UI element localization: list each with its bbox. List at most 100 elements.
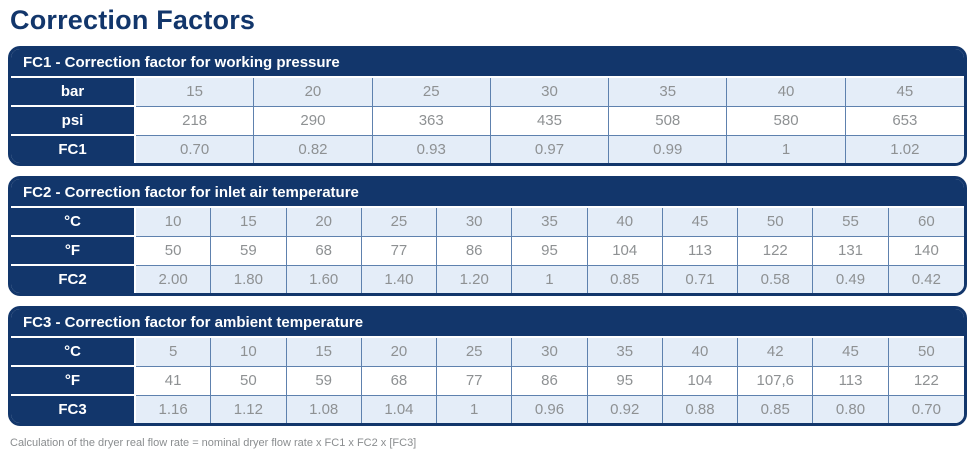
row-label: °C — [11, 337, 136, 367]
row-label: °F — [11, 236, 136, 266]
value-cell: 45 — [662, 207, 739, 237]
value-cell: 1.20 — [437, 265, 513, 293]
row-label: psi — [11, 106, 136, 136]
value-cell: 0.93 — [372, 135, 491, 163]
value-cell: 2.00 — [136, 265, 212, 293]
value-cell: 50 — [211, 366, 287, 396]
value-cell: 20 — [254, 77, 373, 107]
page-title: Correction Factors — [10, 5, 256, 35]
table-row: FC3 1.16 1.12 1.08 1.04 1 0.96 0.92 0.88 0.85 0.80… — [11, 395, 964, 423]
value-cell: 122 — [888, 366, 964, 396]
value-cell: 1 — [512, 265, 588, 293]
value-cell: 1 — [727, 135, 846, 163]
value-cell: 1.80 — [211, 265, 287, 293]
value-cell: 77 — [437, 366, 513, 396]
value-cell: 10 — [136, 207, 212, 237]
value-cell: 0.70 — [136, 135, 255, 163]
row-label: FC3 — [11, 395, 136, 423]
table-title: FC2 - Correction factor for inlet air te… — [11, 178, 964, 208]
value-cell: 77 — [361, 236, 438, 266]
value-cell: 35 — [587, 337, 663, 367]
value-cell: 45 — [845, 77, 964, 107]
value-cell: 50 — [738, 207, 814, 237]
value-cell: 290 — [254, 106, 373, 136]
value-cell: 15 — [136, 77, 255, 107]
value-cell: 653 — [845, 106, 964, 136]
value-cell: 122 — [738, 236, 814, 266]
fc2-inlet-air-temperature-table: FC2 - Correction factor for inlet air te… — [8, 175, 967, 296]
value-cell: 25 — [372, 77, 491, 107]
value-cell: 107,6 — [738, 366, 814, 396]
value-cell: 41 — [136, 366, 212, 396]
value-cell: 20 — [361, 337, 438, 367]
value-cell: 1.02 — [845, 135, 964, 163]
value-cell: 59 — [211, 236, 287, 266]
value-cell: 0.42 — [888, 265, 964, 293]
value-cell: 20 — [286, 207, 362, 237]
value-cell: 68 — [361, 366, 438, 396]
value-cell: 0.85 — [738, 395, 814, 423]
value-cell: 104 — [587, 236, 663, 266]
value-cell: 0.58 — [738, 265, 814, 293]
value-cell: 1.16 — [136, 395, 212, 423]
value-cell: 113 — [813, 366, 889, 396]
table-row: FC2 2.00 1.80 1.60 1.40 1.20 1 0.85 0.71 0.58 0.49… — [11, 265, 964, 293]
table-row: bar 15 20 25 30 35 40 45 — [11, 77, 964, 107]
correction-table-grid: bar 15 20 25 30 35 40 45 psi 218 290 363 435 508 580 65… — [11, 77, 964, 163]
value-cell: 45 — [813, 337, 889, 367]
value-cell: 50 — [888, 337, 964, 367]
correction-table-grid: °C 5 10 15 20 25 30 35 40 42 45 50 °F 41 50 59 68 77 86 95 1… — [11, 337, 964, 423]
value-cell: 15 — [286, 337, 362, 367]
table-row: °C 5 10 15 20 25 30 35 40 42 45 50 — [11, 337, 964, 367]
footer-note: Calculation of the dryer real flow rate … — [10, 436, 417, 449]
value-cell: 86 — [437, 236, 513, 266]
value-cell: 0.49 — [813, 265, 889, 293]
table-row: °F 50 59 68 77 86 95 104 113 122 131 140 — [11, 236, 964, 266]
row-label: FC2 — [11, 265, 136, 293]
value-cell: 0.71 — [662, 265, 739, 293]
value-cell: 35 — [512, 207, 588, 237]
value-cell: 0.80 — [813, 395, 889, 423]
table-row: FC1 0.70 0.82 0.93 0.97 0.99 1 1.02 — [11, 135, 964, 163]
table-row: °C 10 15 20 25 30 35 40 45 50 55 60 — [11, 207, 964, 237]
value-cell: 0.82 — [254, 135, 373, 163]
value-cell: 5 — [136, 337, 212, 367]
value-cell: 1.04 — [361, 395, 438, 423]
row-label: °C — [11, 207, 136, 237]
value-cell: 1 — [437, 395, 513, 423]
table-row: °F 41 50 59 68 77 86 95 104 107,6 113 122 — [11, 366, 964, 396]
value-cell: 40 — [662, 337, 739, 367]
value-cell: 10 — [211, 337, 287, 367]
value-cell: 86 — [512, 366, 588, 396]
value-cell: 508 — [609, 106, 728, 136]
value-cell: 95 — [512, 236, 588, 266]
value-cell: 104 — [662, 366, 739, 396]
value-cell: 435 — [490, 106, 610, 136]
value-cell: 40 — [727, 77, 846, 107]
value-cell: 15 — [211, 207, 287, 237]
correction-table-grid: °C 10 15 20 25 30 35 40 45 50 55 60 °F 50 59 68 77 86 95 10… — [11, 207, 964, 293]
value-cell: 218 — [136, 106, 255, 136]
value-cell: 580 — [727, 106, 846, 136]
value-cell: 140 — [888, 236, 964, 266]
value-cell: 95 — [587, 366, 663, 396]
value-cell: 30 — [437, 207, 513, 237]
value-cell: 131 — [813, 236, 889, 266]
value-cell: 0.99 — [609, 135, 728, 163]
value-cell: 1.40 — [361, 265, 438, 293]
value-cell: 363 — [372, 106, 491, 136]
row-label: bar — [11, 77, 136, 107]
value-cell: 113 — [662, 236, 739, 266]
fc1-working-pressure-table: FC1 - Correction factor for working pres… — [8, 45, 967, 166]
value-cell: 59 — [286, 366, 362, 396]
value-cell: 68 — [286, 236, 362, 266]
table-row: psi 218 290 363 435 508 580 653 — [11, 106, 964, 136]
fc3-ambient-temperature-table: FC3 - Correction factor for ambient temp… — [8, 305, 967, 426]
value-cell: 0.88 — [662, 395, 739, 423]
value-cell: 35 — [609, 77, 728, 107]
value-cell: 1.12 — [211, 395, 287, 423]
value-cell: 0.70 — [888, 395, 964, 423]
table-title: FC3 - Correction factor for ambient temp… — [11, 308, 964, 338]
value-cell: 25 — [437, 337, 513, 367]
